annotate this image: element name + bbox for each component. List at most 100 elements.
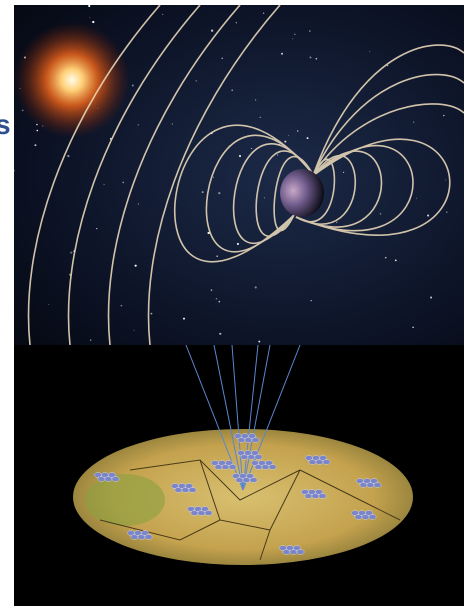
star [306, 137, 309, 140]
antenna-tile [268, 464, 277, 470]
star [262, 12, 265, 14]
star [131, 84, 134, 87]
star [445, 179, 447, 181]
star [412, 326, 414, 329]
antenna-tile [249, 477, 258, 483]
field-line [295, 154, 357, 225]
star [231, 89, 233, 91]
star [384, 256, 387, 259]
field-line [67, 5, 201, 345]
star [34, 144, 37, 147]
star [88, 5, 91, 8]
green-region [85, 474, 165, 526]
star [310, 300, 312, 302]
antenna-tile [188, 487, 197, 493]
star [103, 183, 105, 186]
planet [280, 169, 324, 217]
star [48, 304, 50, 306]
star [218, 300, 221, 303]
star [14, 169, 15, 172]
border [199, 459, 301, 531]
magnetic-field-lines [27, 5, 464, 345]
star [294, 33, 296, 36]
star [67, 154, 70, 158]
star [92, 20, 95, 24]
antenna-tile [228, 464, 237, 470]
star [70, 251, 73, 254]
star [284, 140, 287, 143]
field-line [295, 138, 451, 236]
star [277, 154, 279, 156]
antenna-tile [254, 454, 263, 460]
star [216, 255, 218, 257]
star [259, 116, 261, 118]
border [299, 469, 401, 521]
region-borders [99, 459, 401, 561]
star [379, 213, 382, 215]
field-line [313, 103, 464, 174]
star [309, 56, 312, 59]
star [171, 123, 173, 125]
star [297, 130, 299, 132]
star [89, 339, 92, 341]
star [386, 64, 389, 67]
star [251, 147, 253, 149]
star [221, 57, 224, 60]
star [343, 171, 345, 173]
star [133, 329, 135, 331]
star [288, 135, 290, 137]
star [394, 259, 397, 262]
star [212, 176, 214, 178]
field-line [313, 44, 464, 174]
star [122, 181, 125, 184]
antenna-tile [368, 514, 377, 520]
star [137, 203, 139, 205]
field-line [205, 134, 313, 253]
beam [242, 344, 271, 491]
side-text: s [0, 109, 11, 140]
star [96, 227, 98, 230]
star [281, 52, 283, 55]
star [236, 242, 239, 245]
antenna-tile [111, 476, 120, 482]
beam [231, 344, 244, 491]
antenna-tile [318, 493, 327, 499]
star [254, 286, 257, 289]
sun [14, 22, 130, 138]
star [443, 114, 445, 117]
antenna-tile [144, 534, 153, 540]
field-line [107, 5, 241, 345]
star [415, 197, 417, 199]
star [309, 30, 311, 32]
star [162, 13, 164, 15]
antenna-arrays [93, 433, 382, 555]
star [150, 312, 153, 315]
antenna-tile [373, 482, 382, 488]
star [254, 99, 257, 101]
star [89, 17, 91, 19]
field-line [147, 5, 281, 345]
beam [242, 344, 301, 491]
star [182, 317, 186, 320]
star [137, 124, 139, 126]
star [263, 197, 265, 199]
border [129, 459, 301, 501]
beam [213, 344, 244, 491]
star [430, 296, 433, 299]
star [292, 38, 294, 40]
field-line [174, 124, 313, 263]
border [99, 519, 221, 541]
star [120, 304, 123, 307]
antenna-tile [204, 510, 213, 516]
star [413, 121, 415, 123]
field-line [313, 73, 464, 174]
star [315, 57, 318, 60]
star [210, 289, 213, 291]
star [258, 340, 261, 343]
star [446, 211, 448, 213]
antenna-tile [251, 437, 260, 443]
star [210, 29, 214, 32]
beam [242, 344, 259, 491]
